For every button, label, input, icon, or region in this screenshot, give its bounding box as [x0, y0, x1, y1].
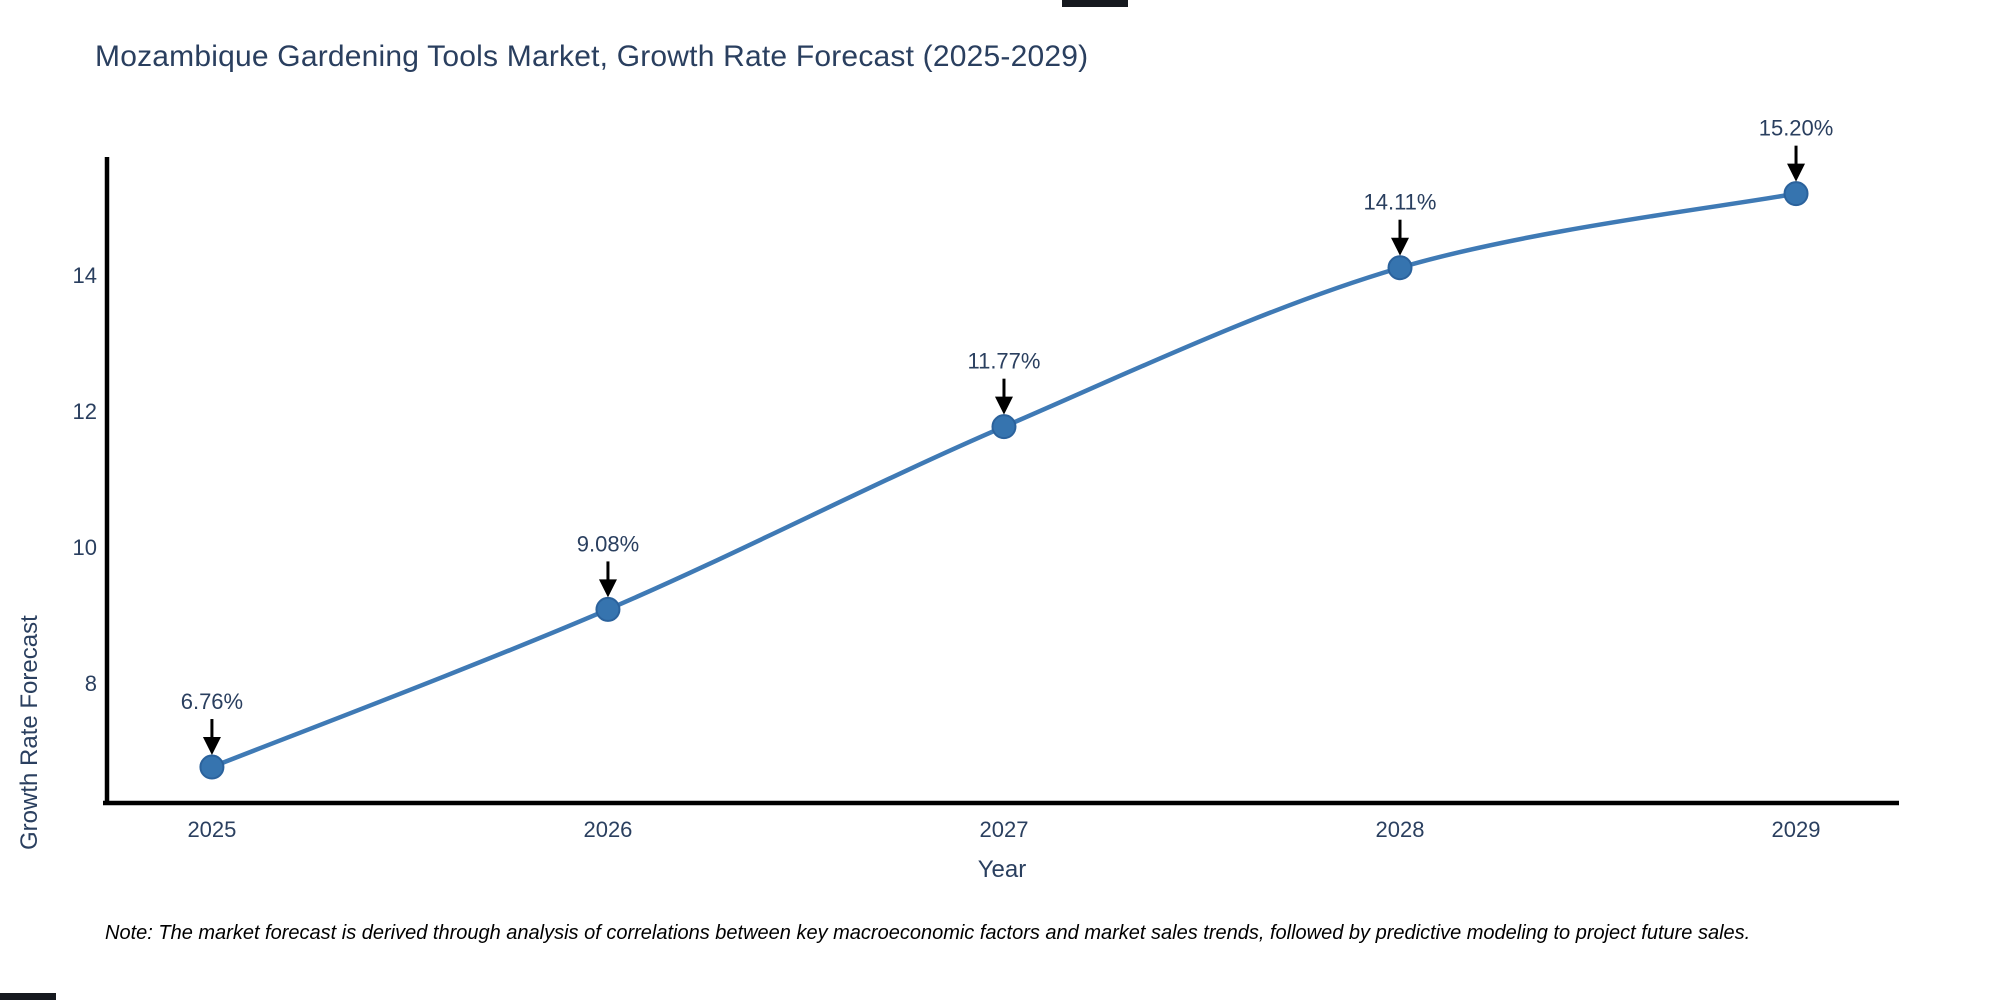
data-point-value-label: 15.20%: [1759, 116, 1834, 141]
data-point-marker: [199, 754, 225, 780]
y-tick-label: 8: [85, 671, 97, 696]
x-tick-label: 2029: [1772, 817, 1821, 842]
forecast-trend-line: [209, 191, 1799, 770]
y-axis-title: Growth Rate Forecast: [16, 615, 43, 850]
data-point-marker: [991, 414, 1017, 440]
data-point-value-label: 11.77%: [967, 349, 1040, 374]
data-point-marker: [1783, 181, 1809, 207]
data-point-value-label: 9.08%: [577, 531, 639, 556]
x-tick-label: 2028: [1376, 817, 1425, 842]
data-point-marker: [595, 596, 621, 622]
x-axis-title: Year: [977, 856, 1027, 883]
chart-footnote: Note: The market forecast is derived thr…: [105, 922, 1751, 944]
data-point-marker: [1387, 255, 1413, 281]
y-tick-label: 12: [73, 399, 97, 424]
screen-edge-artifact-top: [1062, 0, 1128, 7]
annotation-arrowhead: [1787, 163, 1806, 182]
chart-title: Mozambique Gardening Tools Market, Growt…: [95, 40, 1089, 73]
annotation-arrowhead: [994, 396, 1013, 415]
annotation-arrowhead: [598, 579, 617, 598]
screen-edge-artifact-bottom: [0, 993, 56, 1000]
data-point-value-label: 6.76%: [181, 689, 243, 714]
annotation-arrowhead: [1391, 237, 1410, 256]
x-tick-label: 2026: [583, 817, 632, 842]
y-tick-label: 14: [73, 263, 97, 288]
x-tick-label: 2027: [980, 817, 1029, 842]
x-tick-label: 2025: [187, 817, 236, 842]
y-tick-label: 10: [73, 535, 97, 560]
annotation-arrowhead: [202, 737, 221, 756]
data-point-value-label: 14.11%: [1364, 190, 1437, 215]
